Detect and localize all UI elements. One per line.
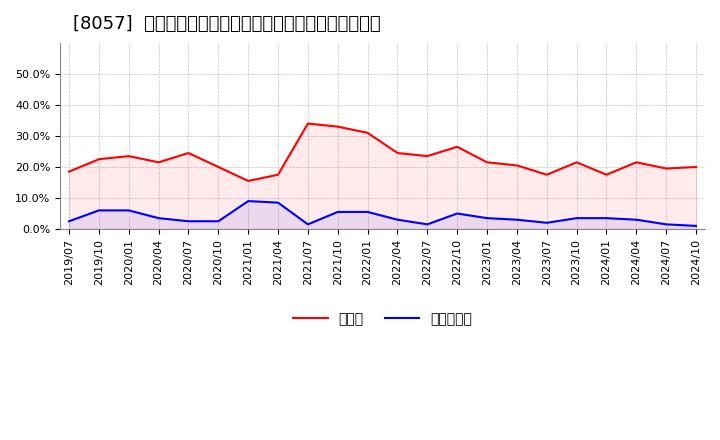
- 有利子負債: [154, 216, 163, 221]
- 現預金: [542, 172, 551, 177]
- 現預金: [662, 166, 670, 171]
- 現預金: [274, 172, 282, 177]
- 有利子負債: [542, 220, 551, 225]
- 有利子負債: [602, 216, 611, 221]
- 現預金: [333, 124, 342, 129]
- 有利子負債: [632, 217, 641, 222]
- 有利子負債: [513, 217, 521, 222]
- Line: 有利子負債: 有利子負債: [69, 201, 696, 226]
- 有利子負債: [572, 216, 581, 221]
- 有利子負債: [184, 219, 193, 224]
- 現預金: [393, 150, 402, 156]
- 有利子負債: [274, 200, 282, 205]
- 現預金: [154, 160, 163, 165]
- 有利子負債: [482, 216, 491, 221]
- 現預金: [364, 130, 372, 136]
- 有利子負債: [244, 198, 253, 204]
- 有利子負債: [333, 209, 342, 215]
- 現預金: [513, 163, 521, 168]
- 現預金: [602, 172, 611, 177]
- 現預金: [125, 154, 133, 159]
- 現預金: [692, 164, 701, 169]
- 現預金: [184, 150, 193, 156]
- Text: [8057]  現預金、有利子負債の総資産に対する比率の推移: [8057] 現預金、有利子負債の総資産に対する比率の推移: [73, 15, 381, 33]
- Line: 現預金: 現預金: [69, 124, 696, 181]
- 有利子負債: [393, 217, 402, 222]
- 有利子負債: [453, 211, 462, 216]
- 現預金: [94, 157, 103, 162]
- 現預金: [572, 160, 581, 165]
- 現預金: [423, 154, 432, 159]
- 有利子負債: [304, 222, 312, 227]
- 有利子負債: [364, 209, 372, 215]
- 有利子負債: [423, 222, 432, 227]
- 有利子負債: [662, 222, 670, 227]
- 現預金: [304, 121, 312, 126]
- Legend: 現預金, 有利子負債: 現預金, 有利子負債: [287, 307, 478, 332]
- 現預金: [65, 169, 73, 174]
- 有利子負債: [692, 223, 701, 228]
- 現預金: [482, 160, 491, 165]
- 有利子負債: [65, 219, 73, 224]
- 現預金: [632, 160, 641, 165]
- 現預金: [244, 178, 253, 183]
- 現預金: [453, 144, 462, 150]
- 有利子負債: [94, 208, 103, 213]
- 有利子負債: [125, 208, 133, 213]
- 有利子負債: [214, 219, 222, 224]
- 現預金: [214, 164, 222, 169]
